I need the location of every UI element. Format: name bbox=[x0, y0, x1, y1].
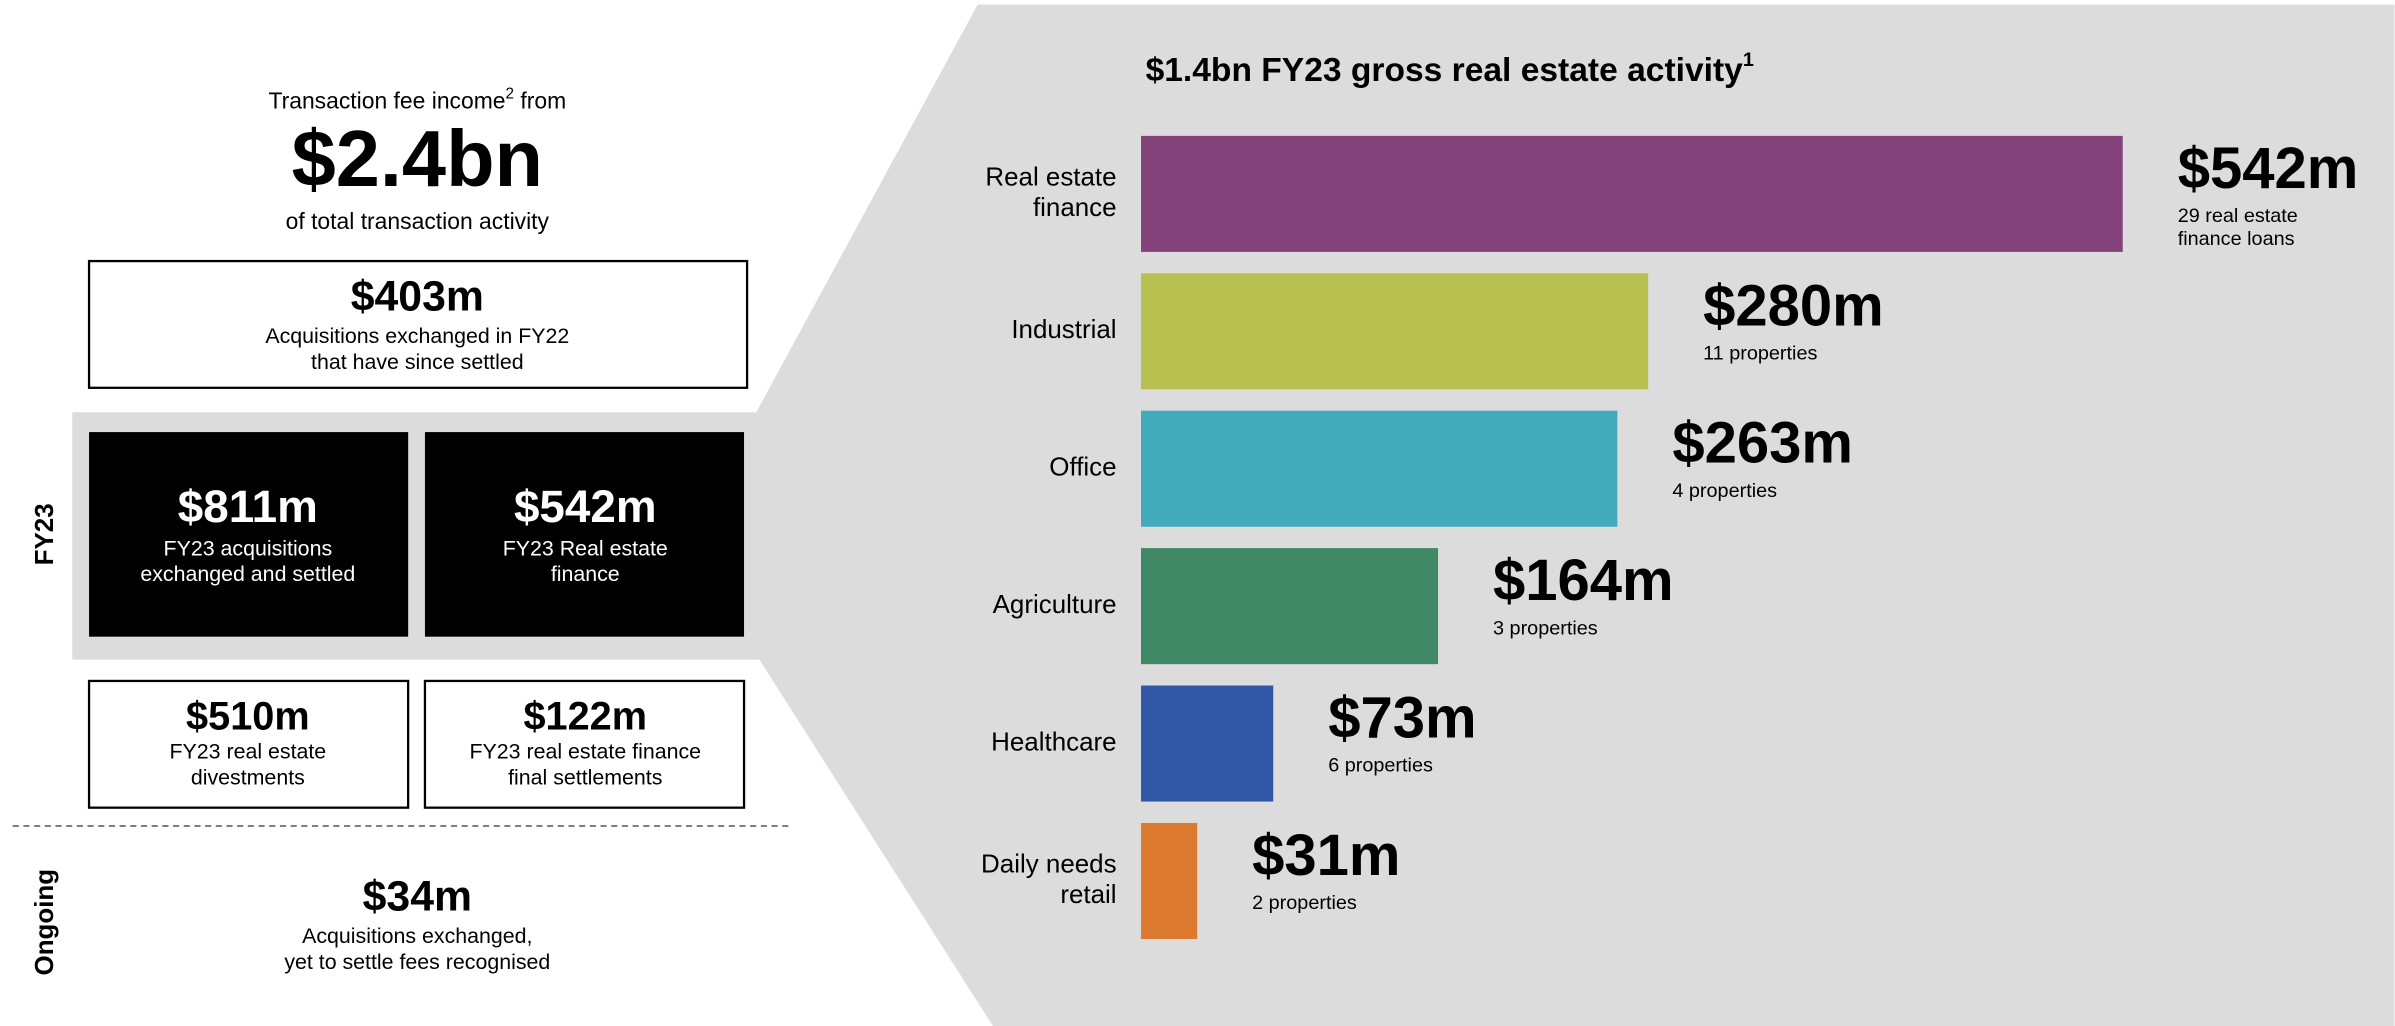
amount: $542m bbox=[514, 481, 657, 532]
bar bbox=[1141, 822, 1198, 939]
bar bbox=[1141, 410, 1618, 527]
description: FY23 real estate bbox=[169, 739, 326, 763]
category-label: Office bbox=[1049, 454, 1116, 482]
description: finance bbox=[551, 562, 620, 586]
bar-description: 29 real estate bbox=[2178, 205, 2298, 227]
amount: $403m bbox=[351, 273, 484, 321]
bar bbox=[1141, 548, 1439, 665]
bar bbox=[1141, 273, 1649, 390]
category-label: finance bbox=[1033, 194, 1117, 222]
caption: of total transaction activity bbox=[286, 208, 550, 234]
footnote-mark: 1 bbox=[1743, 49, 1754, 71]
bar-description: 2 properties bbox=[1252, 892, 1357, 914]
value-label: $263m bbox=[1672, 411, 1853, 476]
fy23-box bbox=[424, 432, 745, 637]
category-label: Industrial bbox=[1011, 316, 1116, 344]
value-label: $542m bbox=[2178, 136, 2359, 201]
value-label: $73m bbox=[1328, 685, 1476, 750]
value-label: $280m bbox=[1703, 273, 1884, 338]
fy23-box bbox=[89, 432, 409, 637]
chart-title: $1.4bn FY23 gross real estate activity1 bbox=[1146, 49, 1754, 88]
description: Acquisitions exchanged in FY22 bbox=[265, 324, 569, 348]
bar-description: finance loans bbox=[2178, 228, 2295, 250]
description: yet to settle fees recognised bbox=[284, 950, 550, 974]
bar-description: 4 properties bbox=[1672, 480, 1777, 502]
fy22-box bbox=[87, 259, 749, 389]
description: final settlements bbox=[508, 765, 662, 789]
description: divestments bbox=[191, 765, 305, 789]
intro-suffix: from bbox=[514, 87, 566, 113]
value-label: $164m bbox=[1493, 548, 1674, 613]
amount: $34m bbox=[363, 873, 472, 921]
footnote-mark: 2 bbox=[506, 86, 514, 103]
category-label: Agriculture bbox=[993, 591, 1117, 619]
description: Acquisitions exchanged, bbox=[302, 924, 532, 948]
description: FY23 Real estate bbox=[503, 536, 668, 560]
category-label: retail bbox=[1060, 881, 1116, 909]
headline-amount: $2.4bn bbox=[292, 114, 543, 203]
category-label: Real estate bbox=[985, 163, 1116, 191]
amount: $811m bbox=[178, 481, 318, 532]
description: FY23 acquisitions bbox=[164, 536, 333, 560]
other-box bbox=[423, 679, 746, 809]
section-label: Ongoing bbox=[31, 869, 59, 976]
title-text: $1.4bn FY23 gross real estate activity bbox=[1146, 52, 1744, 89]
intro-prefix: Transaction fee income bbox=[268, 87, 505, 113]
intro-text: Transaction fee income2 from bbox=[268, 86, 566, 114]
bar bbox=[1141, 135, 2123, 252]
amount: $122m bbox=[523, 695, 647, 739]
bar-description: 3 properties bbox=[1493, 617, 1598, 639]
other-box bbox=[87, 679, 410, 809]
category-label: Daily needs bbox=[981, 851, 1117, 879]
section-label: FY23 bbox=[31, 503, 59, 565]
value-label: $31m bbox=[1252, 823, 1400, 888]
description: exchanged and settled bbox=[140, 562, 355, 586]
bar-description: 6 properties bbox=[1328, 755, 1433, 777]
bar bbox=[1141, 685, 1274, 802]
bar-description: 11 properties bbox=[1703, 342, 1817, 364]
category-label: Healthcare bbox=[991, 728, 1116, 756]
description: FY23 real estate finance bbox=[469, 739, 701, 763]
description: that have since settled bbox=[311, 350, 524, 374]
amount: $510m bbox=[186, 695, 310, 739]
